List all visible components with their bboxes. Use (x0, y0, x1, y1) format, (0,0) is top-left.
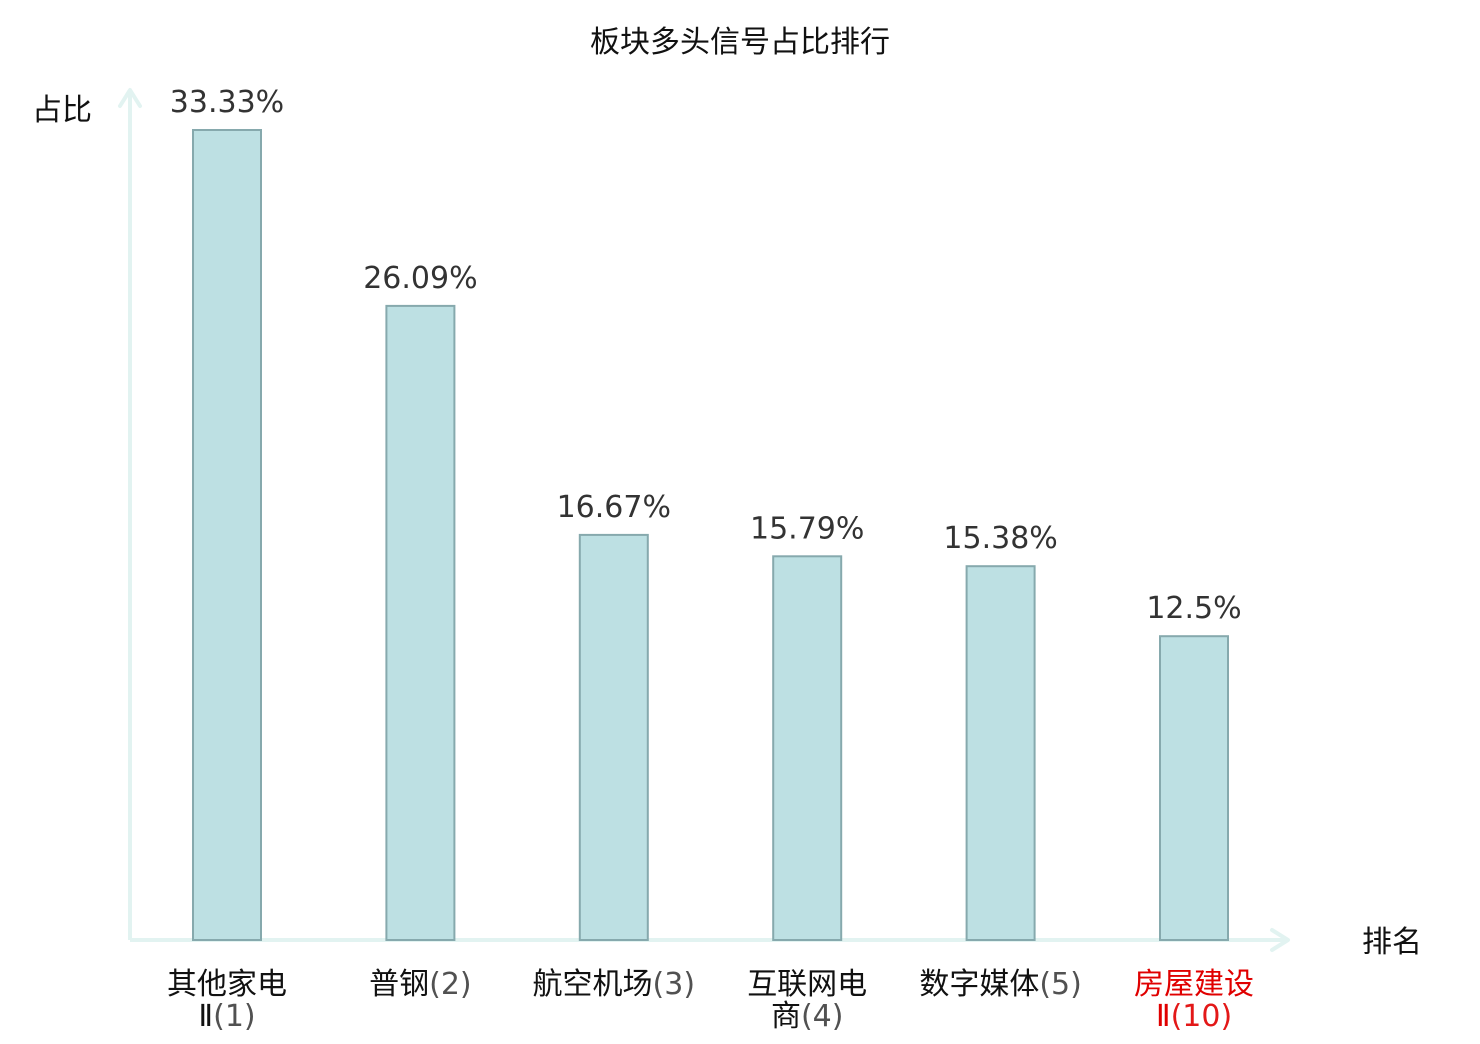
category-tick-label: 商(4) (771, 999, 844, 1034)
category-tick-label: 其他家电 (167, 967, 287, 1002)
category-rank: (1) (213, 999, 256, 1034)
bars-group (192, 129, 1229, 942)
category-name: 数字媒体 (919, 967, 1039, 1002)
bar-value-label: 15.38% (943, 521, 1057, 556)
category-rank: (4) (801, 999, 844, 1034)
bar (578, 533, 649, 942)
category-rank: (2) (429, 967, 472, 1002)
x-axis-arrow-icon (1270, 928, 1290, 952)
bar-value-label: 15.79% (750, 511, 864, 546)
category-tick-label: 航空机场(3) (533, 967, 696, 1002)
chart-title: 板块多头信号占比排行 (590, 25, 890, 60)
x-axis-label: 排名 (1362, 925, 1422, 960)
bar (965, 565, 1036, 941)
category-name: 商 (771, 999, 801, 1034)
category-name: Ⅱ (1156, 999, 1171, 1034)
category-rank: (5) (1039, 967, 1082, 1002)
bar (192, 129, 262, 941)
category-tick-label: Ⅱ(1) (198, 999, 255, 1034)
category-name: Ⅱ (198, 999, 213, 1034)
category-tick-label: 数字媒体(5) (919, 967, 1082, 1002)
category-name: 房屋建设 (1134, 967, 1254, 1002)
category-name: 其他家电 (167, 967, 287, 1002)
category-tick-label: Ⅱ(10) (1156, 999, 1232, 1034)
bar (772, 555, 843, 941)
category-name: 普钢 (369, 967, 429, 1002)
category-rank: (10) (1171, 999, 1233, 1034)
category-tick-label: 互联网电 (747, 967, 867, 1002)
bar-value-label: 12.5% (1146, 591, 1241, 626)
category-tick-label: 普钢(2) (369, 967, 472, 1002)
y-axis-label: 占比 (32, 93, 92, 128)
axes (118, 88, 1290, 952)
bar-value-label: 26.09% (363, 261, 477, 296)
category-name: 互联网电 (747, 967, 867, 1002)
bar-value-label: 16.67% (557, 490, 671, 525)
bar (1159, 635, 1229, 941)
category-name: 航空机场 (533, 967, 653, 1002)
category-tick-label: 房屋建设 (1134, 967, 1254, 1002)
bar (385, 304, 456, 941)
category-rank: (3) (653, 967, 696, 1002)
value-labels-group: 33.33% 26.09% 16.67% 15.79% 15.38% 12.5% (170, 85, 1242, 626)
bar-value-label: 33.33% (170, 85, 284, 120)
y-axis-arrow-icon (118, 88, 142, 108)
